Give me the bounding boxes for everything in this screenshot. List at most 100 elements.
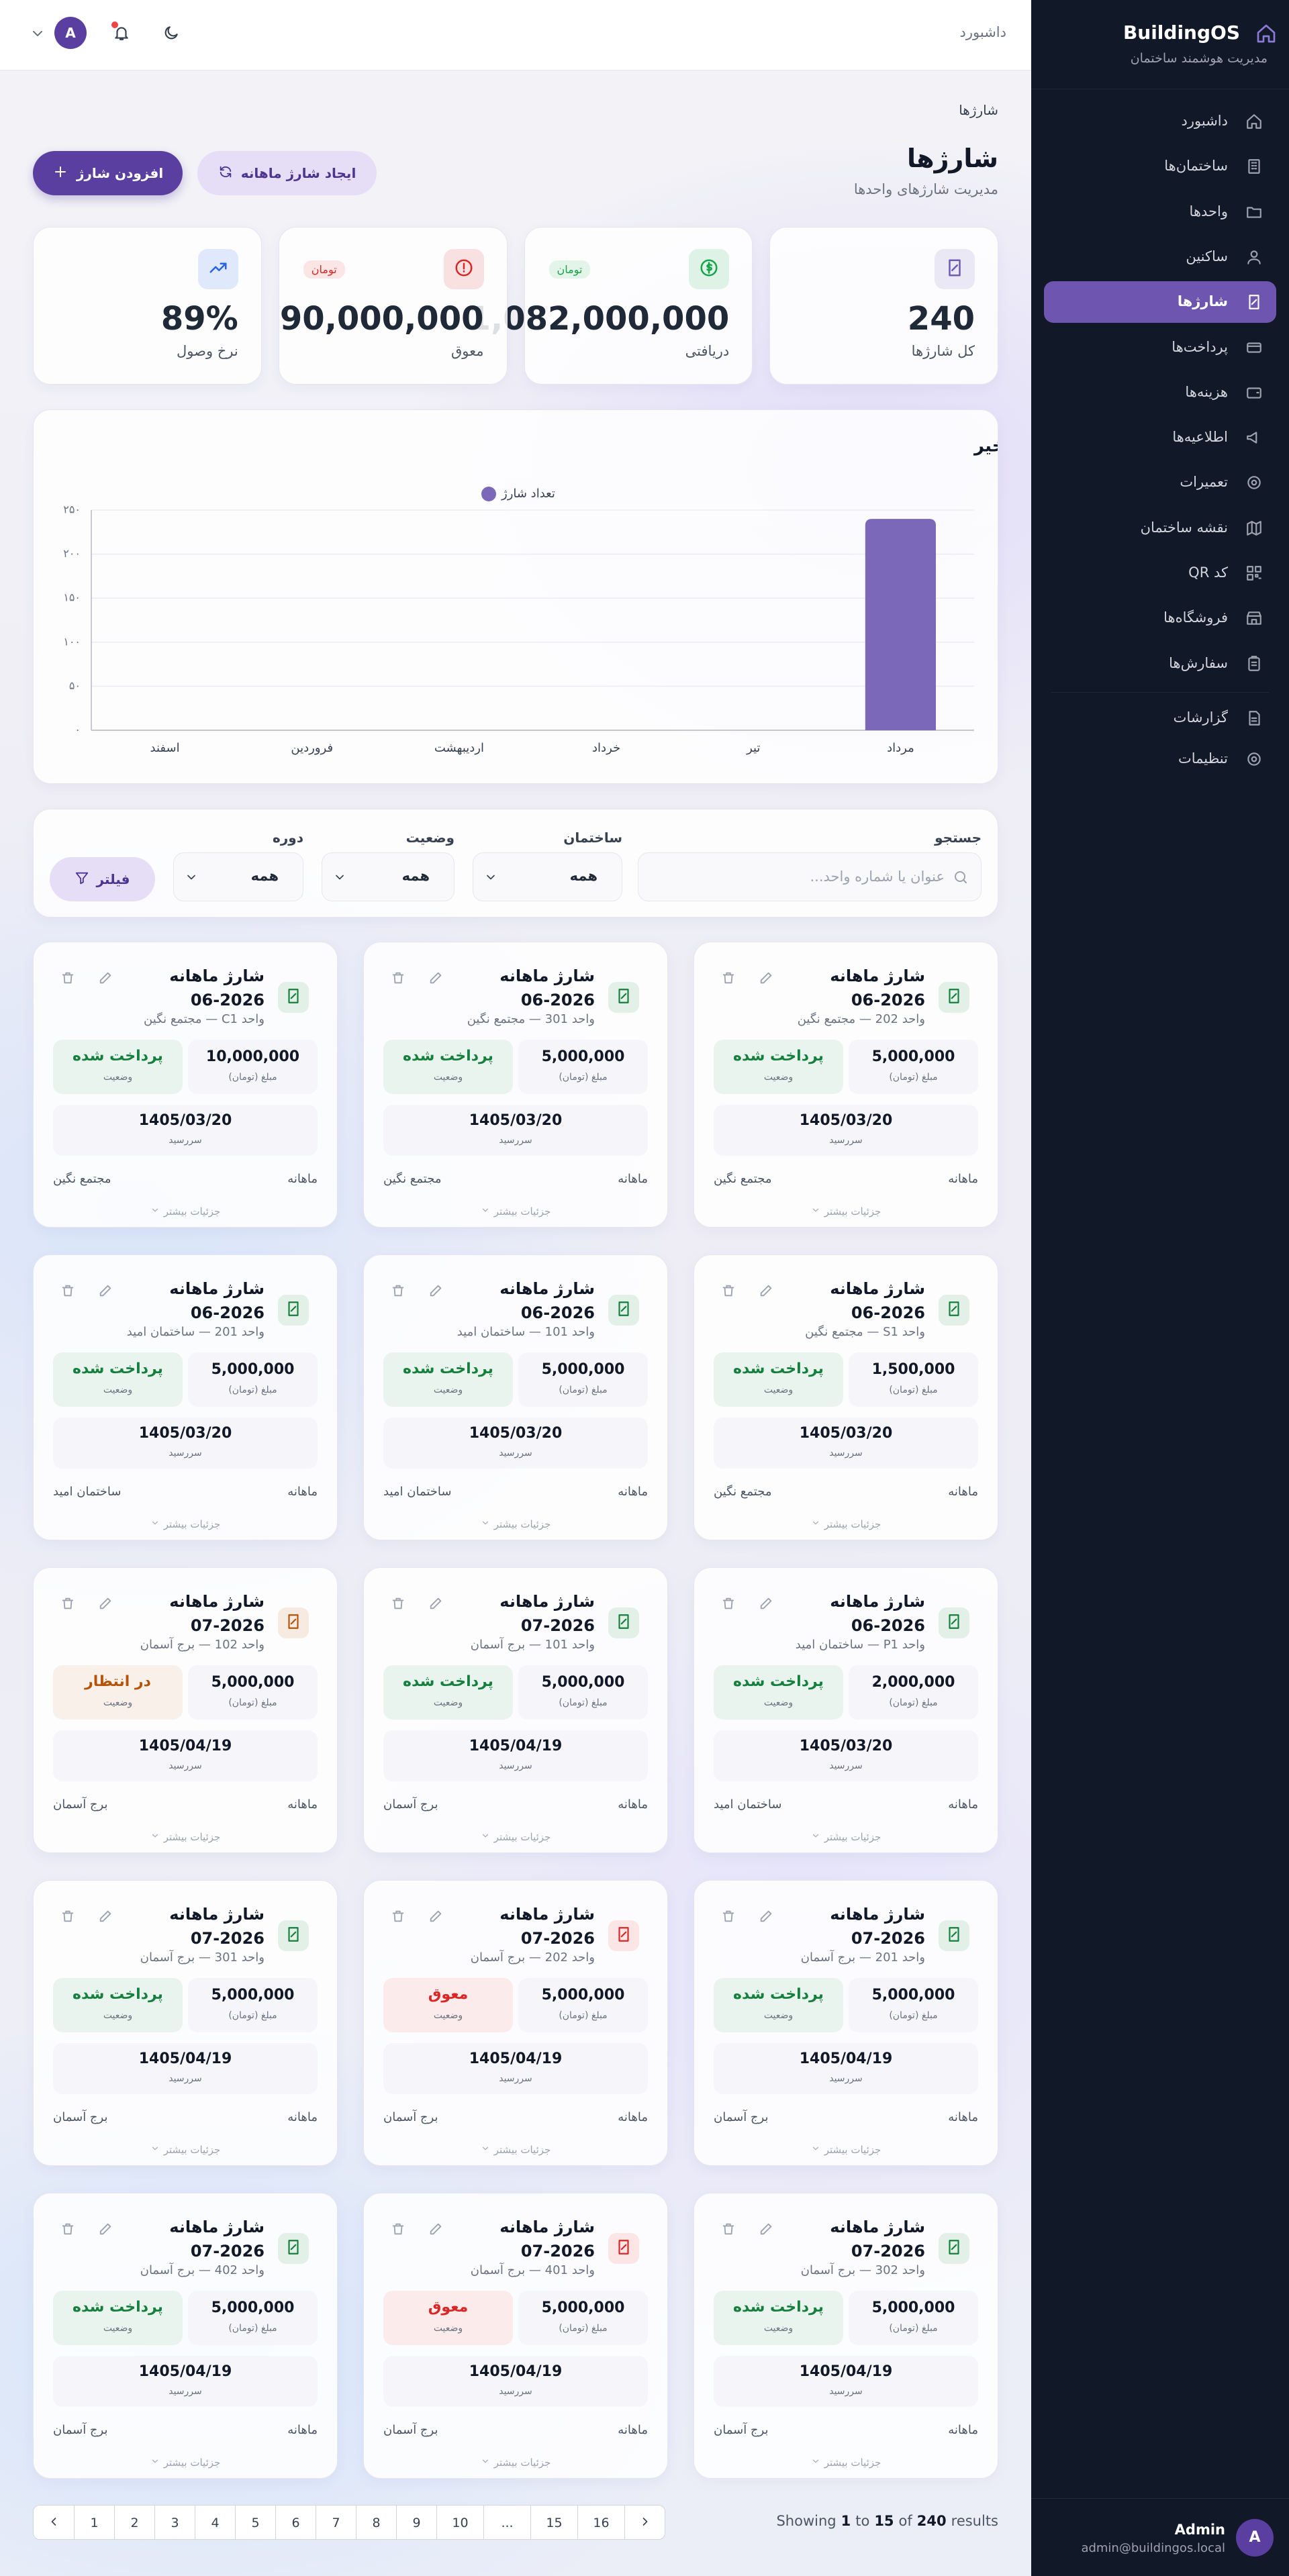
nav-item[interactable]: داشبورد — [1044, 101, 1276, 142]
delete-button[interactable] — [391, 1283, 405, 1301]
page-button[interactable]: 3 — [154, 2506, 195, 2539]
more-link[interactable]: جزئیات بیشتر — [694, 2144, 998, 2156]
nav-item[interactable]: سفارش‌ها — [1044, 643, 1276, 685]
delete-button[interactable] — [391, 1909, 405, 1926]
nav-item[interactable]: واحدها — [1044, 191, 1276, 233]
nav-item[interactable]: تنظیمات — [1044, 738, 1276, 780]
filter-select[interactable]: همه — [173, 852, 303, 901]
icon — [1245, 203, 1263, 224]
page-button[interactable]: 2 — [114, 2506, 154, 2539]
more-link[interactable]: جزئیات بیشتر — [34, 2144, 337, 2156]
edit-button[interactable] — [428, 1596, 443, 1614]
avatar[interactable]: A — [54, 17, 87, 49]
nav-item[interactable]: کد QR — [1044, 552, 1276, 594]
filter-select[interactable]: همه — [473, 852, 622, 901]
amount-label: مبلغ (تومان) — [559, 1697, 608, 1708]
page-button[interactable]: 5 — [235, 2506, 275, 2539]
edit-button[interactable] — [98, 1283, 113, 1301]
edit-button[interactable] — [759, 2222, 773, 2239]
monthly-button[interactable]: ایجاد شارژ ماهانه — [197, 151, 377, 195]
edit-button[interactable] — [759, 1909, 773, 1926]
delete-button[interactable] — [721, 971, 736, 988]
delete-button[interactable] — [60, 1909, 75, 1926]
icon-part — [1247, 207, 1261, 218]
y-tick-label: ۱۵۰ — [63, 591, 81, 604]
more-link[interactable]: جزئیات بیشتر — [364, 1205, 667, 1218]
edit-button[interactable] — [759, 1283, 773, 1301]
edit-button[interactable] — [98, 1909, 113, 1926]
icon — [945, 1926, 963, 1946]
more-link[interactable]: جزئیات بیشتر — [364, 2144, 667, 2156]
icon-part — [336, 875, 344, 880]
page-button[interactable]: 15 — [530, 2506, 577, 2539]
edit-button[interactable] — [428, 971, 443, 988]
delete-button[interactable] — [721, 1283, 736, 1301]
more-link[interactable]: جزئیات بیشتر — [34, 1518, 337, 1530]
nav-item[interactable]: شارژها — [1044, 281, 1276, 324]
icon — [162, 24, 180, 44]
filter-label: ساختمان — [563, 830, 622, 846]
page-button[interactable] — [34, 2506, 74, 2539]
more-link[interactable]: جزئیات بیشتر — [34, 1831, 337, 1843]
more-link[interactable]: جزئیات بیشتر — [694, 1518, 998, 1530]
delete-button[interactable] — [60, 971, 75, 988]
more-link[interactable]: جزئیات بیشتر — [34, 2457, 337, 2469]
nav-item[interactable]: اطلاعیه‌ها — [1044, 417, 1276, 458]
more-link[interactable]: جزئیات بیشتر — [364, 1831, 667, 1843]
page-button[interactable]: 16 — [577, 2506, 624, 2539]
page-button[interactable]: ... — [483, 2506, 530, 2539]
stat-label: کل شارژها — [911, 343, 975, 359]
edit-button[interactable] — [98, 2222, 113, 2239]
delete-button[interactable] — [391, 1596, 405, 1614]
delete-button[interactable] — [721, 1909, 736, 1926]
more-link[interactable]: جزئیات بیشتر — [694, 1831, 998, 1843]
edit-button[interactable] — [428, 2222, 443, 2239]
page-button[interactable]: 10 — [436, 2506, 483, 2539]
page-button[interactable]: 9 — [396, 2506, 436, 2539]
delete-button[interactable] — [391, 971, 405, 988]
icon-part — [618, 1301, 629, 1316]
more-link[interactable]: جزئیات بیشتر — [364, 2457, 667, 2469]
nav-item[interactable]: ساکنین — [1044, 236, 1276, 278]
nav-item[interactable]: ساختمان‌ها — [1044, 146, 1276, 187]
nav-item[interactable]: نقشه ساختمان — [1044, 507, 1276, 549]
nav-item[interactable]: فروشگاه‌ها — [1044, 597, 1276, 639]
more-link[interactable]: جزئیات بیشتر — [364, 1518, 667, 1530]
add-button[interactable]: افزودن شارژ — [33, 151, 183, 195]
edit-button[interactable] — [428, 1909, 443, 1926]
page-button[interactable]: 6 — [275, 2506, 316, 2539]
icon — [638, 2515, 652, 2532]
page-button[interactable]: 4 — [195, 2506, 235, 2539]
filter-select[interactable]: همه — [322, 852, 455, 901]
edit-button[interactable] — [98, 1596, 113, 1614]
page-button[interactable]: 8 — [356, 2506, 396, 2539]
delete-button[interactable] — [721, 2222, 736, 2239]
user-avatar[interactable]: A — [1236, 2519, 1274, 2557]
status-box: پرداخت شده وضعیت — [53, 2291, 183, 2345]
more-link[interactable]: جزئیات بیشتر — [694, 1205, 998, 1218]
edit-button[interactable] — [428, 1283, 443, 1301]
more-link[interactable]: جزئیات بیشتر — [694, 2457, 998, 2469]
edit-button[interactable] — [759, 1596, 773, 1614]
delete-button[interactable] — [391, 2222, 405, 2239]
icon — [481, 1205, 490, 1218]
delete-button[interactable] — [60, 2222, 75, 2239]
edit-button[interactable] — [759, 971, 773, 988]
more-link[interactable]: جزئیات بیشتر — [34, 1205, 337, 1218]
delete-button[interactable] — [60, 1596, 75, 1614]
delete-button[interactable] — [60, 1283, 75, 1301]
nav-item[interactable]: گزارشات — [1044, 697, 1276, 739]
icon — [759, 2222, 773, 2239]
nav-item[interactable]: هزینه‌ها — [1044, 372, 1276, 413]
status-value: پرداخت شده — [733, 1673, 824, 1690]
page-button[interactable]: 7 — [316, 2506, 356, 2539]
nav-item[interactable]: پرداخت‌ها — [1044, 327, 1276, 368]
edit-button[interactable] — [98, 971, 113, 988]
nav-item[interactable]: تعمیرات — [1044, 462, 1276, 503]
delete-button[interactable] — [721, 1596, 736, 1614]
search-input[interactable]: عنوان یا شماره واحد... — [638, 852, 982, 901]
page-button[interactable] — [624, 2506, 665, 2539]
page-button[interactable]: 1 — [74, 2506, 114, 2539]
filter-button[interactable]: فیلتر — [50, 857, 155, 901]
icon — [811, 2144, 820, 2156]
